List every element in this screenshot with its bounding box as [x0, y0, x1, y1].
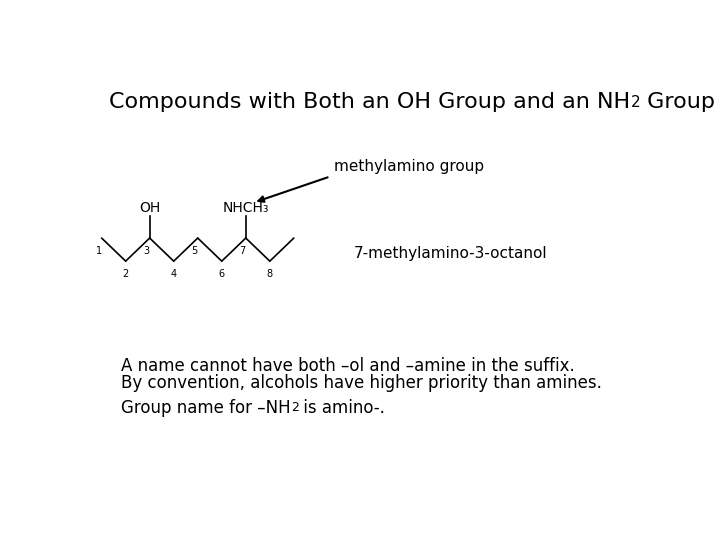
Text: 2: 2 — [291, 401, 299, 414]
Text: By convention, alcohols have higher priority than amines.: By convention, alcohols have higher prio… — [121, 374, 602, 393]
Text: A name cannot have both –ol and –amine in the suffix.: A name cannot have both –ol and –amine i… — [121, 357, 575, 375]
Text: methylamino group: methylamino group — [334, 159, 485, 174]
Text: 3: 3 — [143, 246, 150, 256]
Text: 2: 2 — [631, 95, 640, 110]
Text: 2: 2 — [122, 269, 129, 279]
Text: is amino-.: is amino-. — [299, 399, 385, 417]
Text: 8: 8 — [266, 269, 273, 279]
Text: NHCH₃: NHCH₃ — [222, 201, 269, 215]
Text: 4: 4 — [171, 269, 177, 279]
Text: 7: 7 — [240, 246, 246, 256]
Text: OH: OH — [139, 201, 161, 215]
Text: 6: 6 — [219, 269, 225, 279]
Text: 1: 1 — [96, 246, 102, 256]
Text: Group name for –NH: Group name for –NH — [121, 399, 291, 417]
Text: Group: Group — [640, 92, 715, 112]
Text: 5: 5 — [192, 246, 198, 256]
Text: Compounds with Both an OH Group and an NH: Compounds with Both an OH Group and an N… — [109, 92, 631, 112]
Text: 7-methylamino-3-octanol: 7-methylamino-3-octanol — [354, 246, 547, 261]
